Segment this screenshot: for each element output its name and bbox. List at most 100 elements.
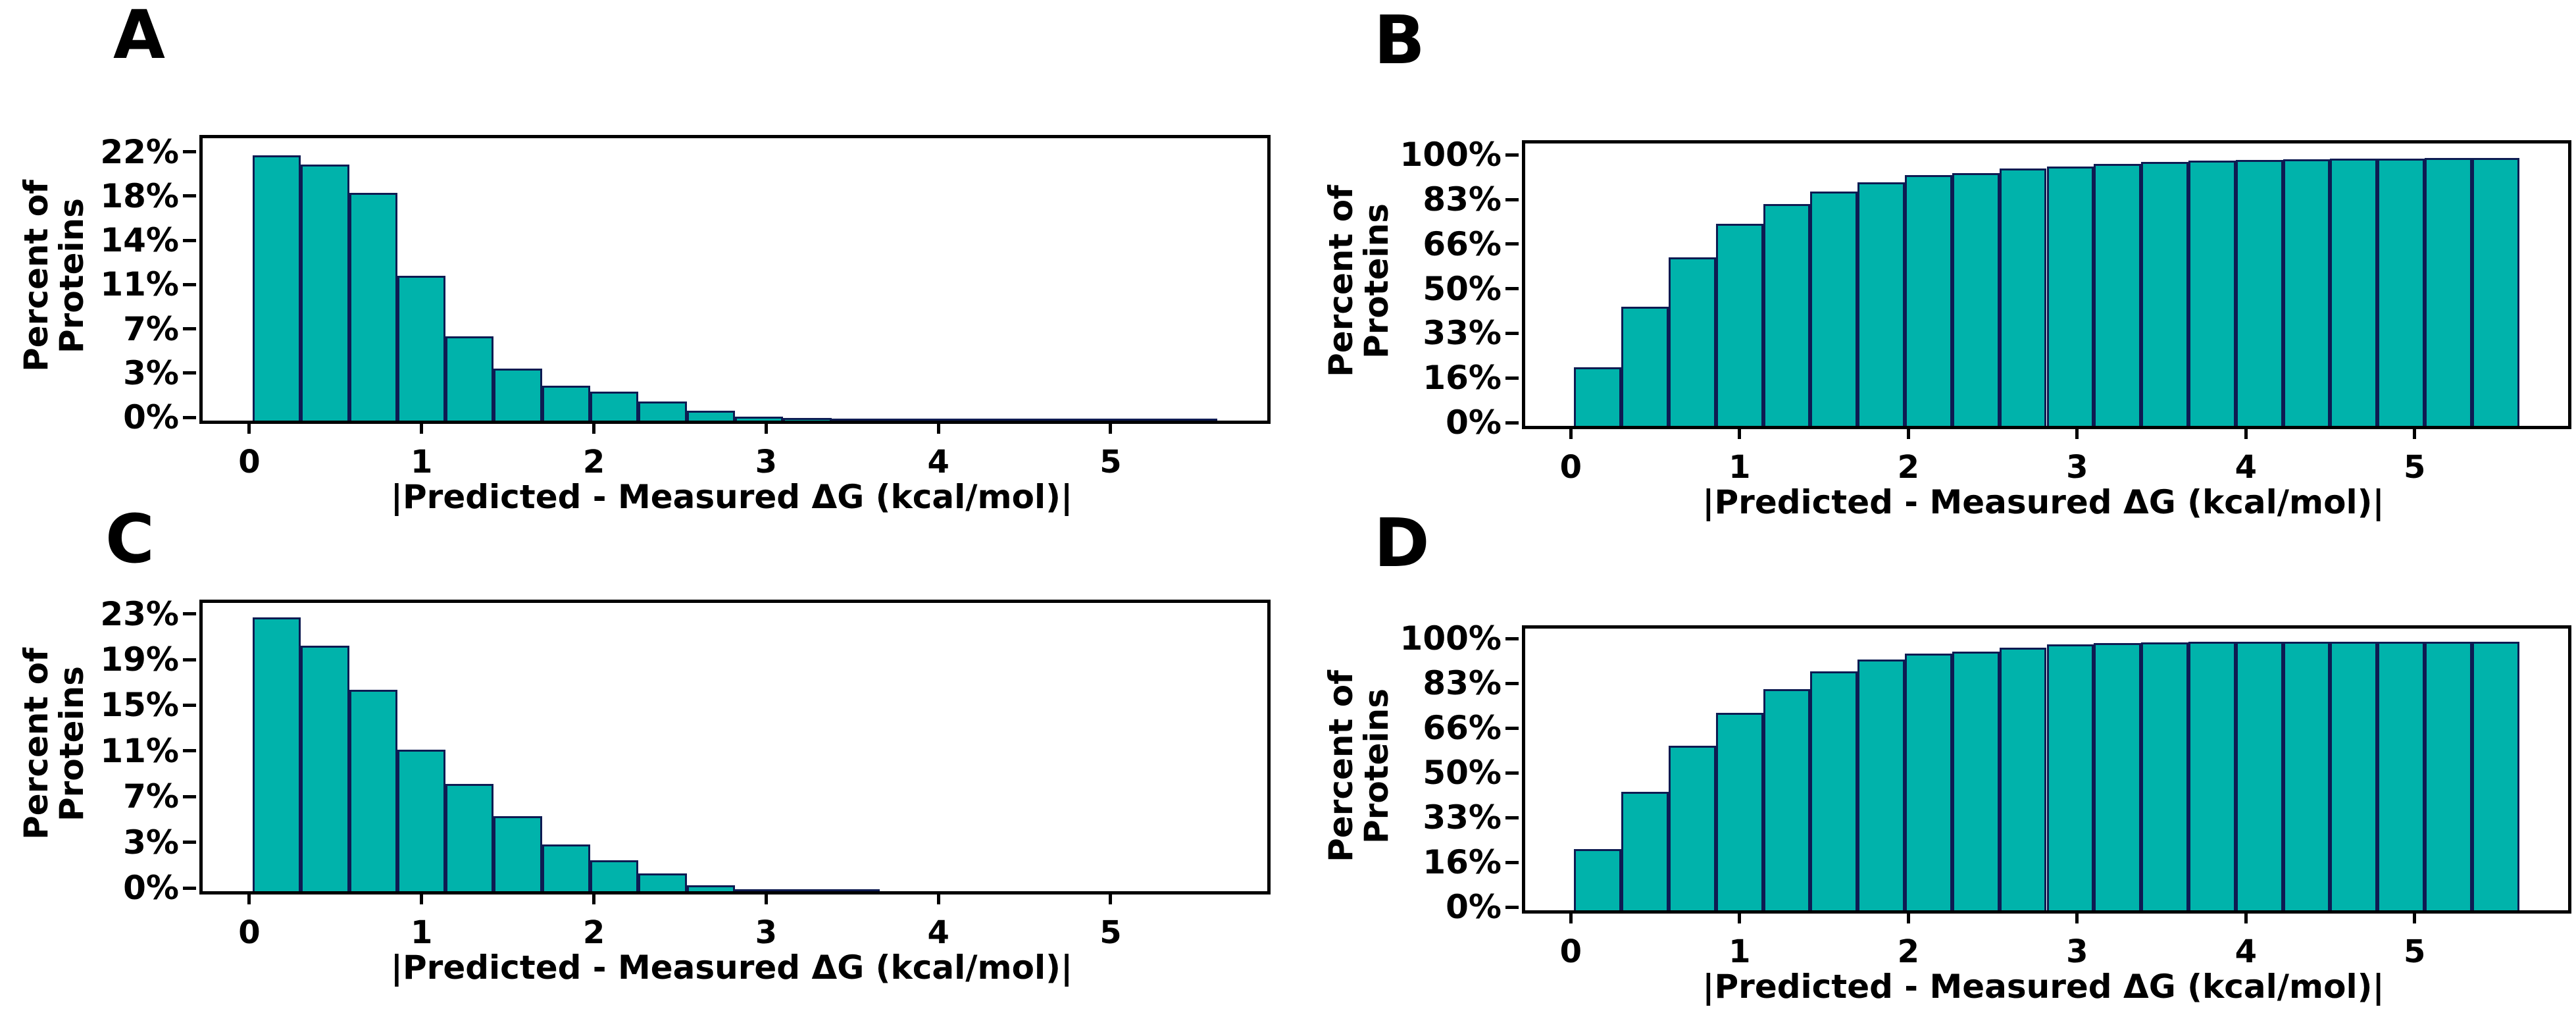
x-tick-mark: [247, 891, 251, 904]
x-tick-label: 3: [2066, 933, 2088, 970]
bar: [1621, 791, 1669, 910]
x-tick-mark: [2244, 426, 2248, 439]
y-tick-label: 83%: [1423, 180, 1502, 219]
x-tick-mark: [1906, 910, 1910, 923]
x-tick-mark: [420, 891, 424, 904]
x-axis-title: |Predicted - Measured ΔG (kcal/mol)|: [1702, 483, 2385, 521]
bar: [1952, 172, 2000, 426]
y-tick-label: 18%: [100, 176, 179, 215]
y-tick-label: 100%: [1400, 136, 1502, 174]
bar: [783, 418, 832, 421]
bar: [686, 411, 735, 421]
y-tick-label: 0%: [1446, 403, 1502, 442]
x-axis-title: |Predicted - Measured ΔG (kcal/mol)|: [390, 478, 1073, 516]
panel-letter-d: D: [1374, 504, 1430, 583]
y-tick-label: 100%: [1400, 619, 1502, 658]
bar: [1715, 713, 1763, 910]
x-tick-label: 4: [2235, 449, 2257, 486]
bar: [349, 192, 397, 421]
x-tick-mark: [764, 891, 768, 904]
x-tick-label: 4: [927, 444, 949, 480]
x-tick-label: 5: [2404, 933, 2426, 970]
y-tick-mark: [183, 703, 196, 707]
y-tick-label: 33%: [1423, 314, 1502, 353]
x-tick-label: 2: [582, 444, 605, 480]
y-tick-mark: [1505, 331, 1519, 335]
bar: [590, 392, 639, 421]
x-tick-label: 3: [755, 444, 778, 480]
x-tick-mark: [1109, 421, 1113, 434]
bar: [1621, 307, 1669, 426]
y-tick-mark: [183, 282, 196, 286]
bar: [252, 155, 301, 421]
x-tick-mark: [247, 421, 251, 434]
x-tick-label: 4: [2235, 933, 2257, 970]
y-tick-label: 3%: [123, 353, 179, 392]
bar: [445, 336, 494, 421]
y-tick-label: 3%: [123, 823, 179, 862]
x-tick-mark: [1569, 910, 1573, 923]
bar: [2330, 159, 2378, 426]
y-tick-label: 66%: [1423, 224, 1502, 263]
x-tick-label: 5: [2404, 449, 2426, 486]
bar: [493, 369, 542, 421]
y-tick-mark: [1505, 636, 1519, 640]
bar: [2330, 642, 2378, 910]
y-tick-label: 14%: [100, 221, 179, 260]
x-tick-mark: [1569, 426, 1573, 439]
y-tick-label: 11%: [100, 265, 179, 304]
y-tick-label: 15%: [100, 686, 179, 725]
plot-area: [199, 135, 1271, 424]
x-tick-label: 2: [582, 914, 605, 951]
x-tick-label: 1: [1729, 933, 1751, 970]
bar: [1857, 182, 1906, 426]
bar: [2283, 159, 2331, 426]
x-tick-mark: [420, 421, 424, 434]
y-tick-mark: [183, 238, 196, 242]
x-tick-mark: [2413, 426, 2417, 439]
bar: [1857, 659, 1906, 910]
y-tick-mark: [1505, 153, 1519, 157]
bar: [445, 784, 494, 891]
y-tick-mark: [183, 886, 196, 890]
bar: [638, 873, 687, 891]
bar: [1574, 367, 1622, 426]
y-tick-mark: [1505, 197, 1519, 201]
x-tick-mark: [1738, 910, 1742, 923]
y-tick-label: 50%: [1423, 754, 1502, 792]
bar: [1905, 653, 1952, 910]
bar: [397, 749, 446, 891]
y-tick-label: 19%: [100, 640, 179, 679]
x-tick-label: 3: [755, 914, 778, 951]
bar: [2188, 161, 2236, 426]
y-tick-mark: [183, 150, 196, 154]
y-tick-mark: [183, 794, 196, 798]
y-tick-mark: [183, 194, 196, 198]
bar: [1169, 419, 1218, 421]
bar: [831, 419, 880, 421]
x-tick-mark: [592, 421, 596, 434]
bar: [2046, 167, 2094, 426]
bar: [349, 690, 397, 891]
x-axis-title: |Predicted - Measured ΔG (kcal/mol)|: [1702, 968, 2385, 1006]
x-tick-label: 1: [1729, 449, 1751, 486]
bar: [1024, 419, 1073, 421]
y-tick-mark: [183, 612, 196, 616]
bar: [1669, 746, 1716, 910]
bar: [928, 419, 976, 421]
y-tick-mark: [1505, 726, 1519, 730]
y-tick-label: 0%: [123, 869, 179, 907]
x-tick-mark: [1738, 426, 1742, 439]
bar: [879, 419, 928, 421]
x-tick-mark: [1906, 426, 1910, 439]
y-tick-mark: [1505, 287, 1519, 291]
x-tick-label: 0: [1559, 449, 1582, 486]
bar: [831, 889, 880, 891]
bar: [2235, 159, 2283, 426]
bar: [2424, 158, 2472, 426]
y-tick-mark: [183, 749, 196, 753]
bar: [686, 885, 735, 891]
